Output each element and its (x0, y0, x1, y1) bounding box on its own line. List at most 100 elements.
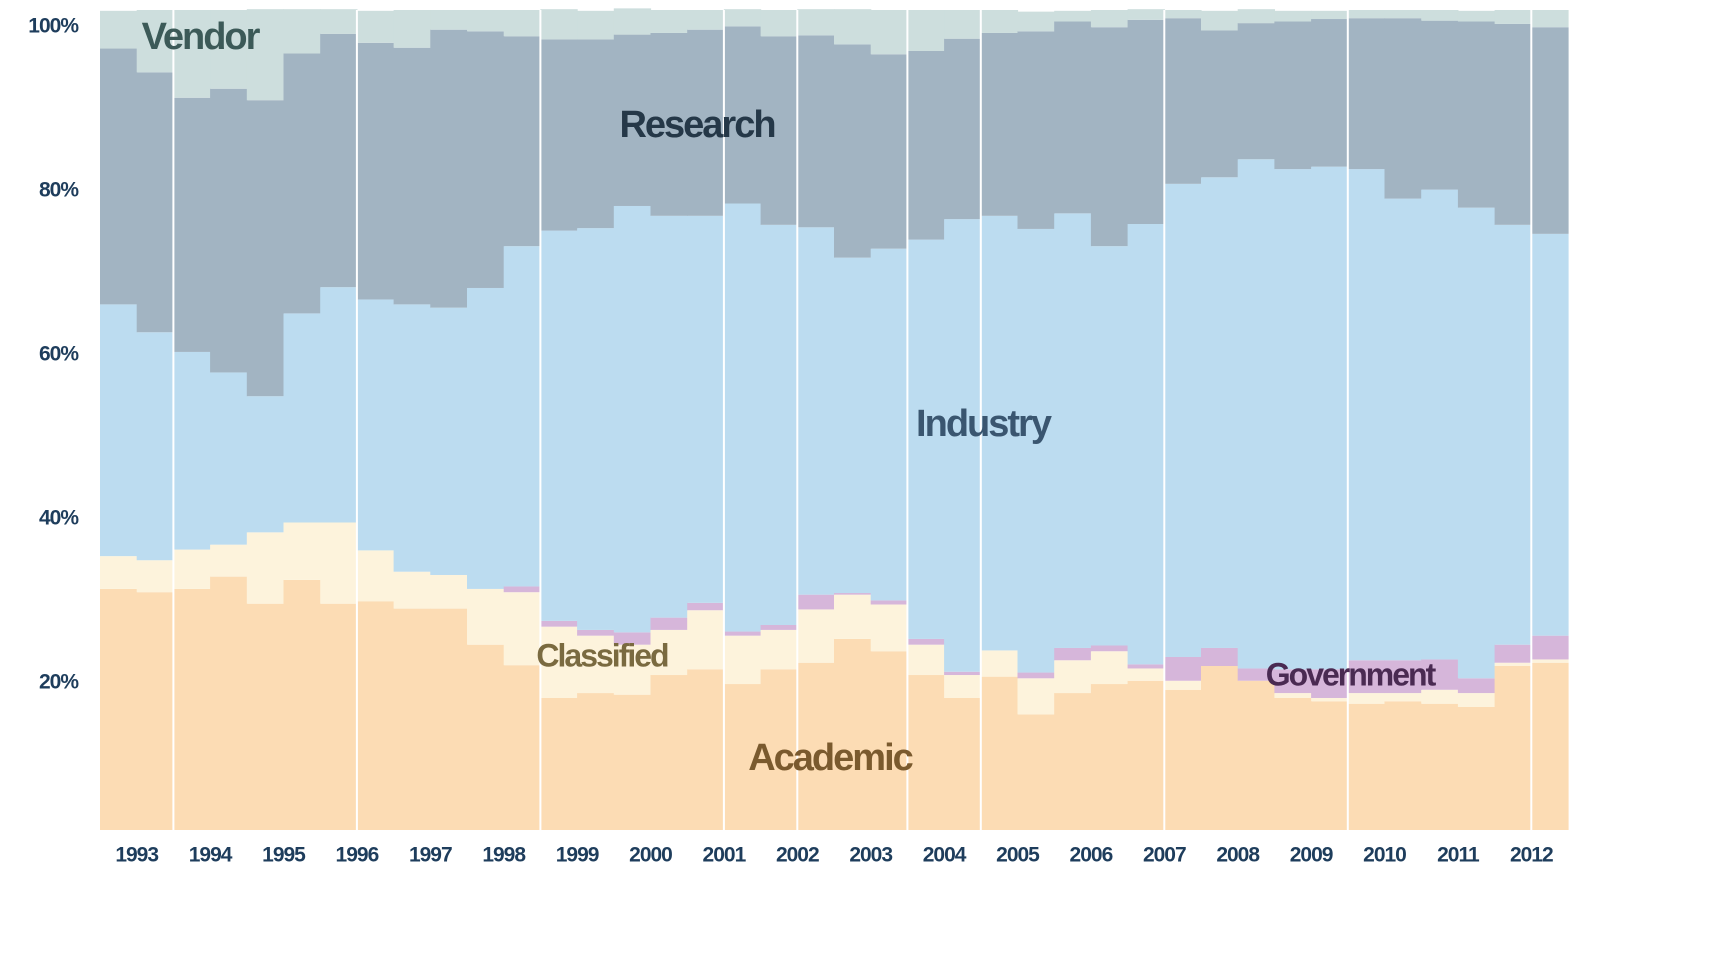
bar-segment (1494, 224, 1532, 645)
bar-segment (540, 697, 578, 830)
bar-segment (467, 588, 505, 645)
bar-segment (1054, 647, 1092, 661)
bar-segment (1531, 635, 1569, 660)
bar-segment (1127, 19, 1165, 225)
bar-segment (1421, 10, 1459, 21)
bar-segment (1054, 213, 1092, 648)
x-tick-label: 2007 (1143, 844, 1186, 867)
x-tick-label: 2005 (996, 844, 1040, 867)
x-tick-label: 1998 (482, 844, 526, 867)
bar-segment (613, 632, 652, 645)
bar-segment (577, 10, 615, 40)
x-tick-label: 2011 (1437, 844, 1480, 867)
series-label: Academic (748, 737, 913, 779)
bar-segment (1201, 647, 1239, 666)
bar-segment (356, 550, 395, 602)
bar-segment (246, 532, 285, 604)
bar-segment (797, 609, 835, 663)
bar-segment (1054, 660, 1092, 694)
bar-segment (907, 638, 945, 645)
bar-segment (907, 675, 945, 830)
bar-segment (210, 576, 248, 830)
bar-segment (320, 603, 358, 830)
bar-segment (136, 332, 174, 561)
bar-segment (687, 610, 725, 670)
bar-segment (944, 10, 982, 39)
bar-segment (1347, 693, 1386, 704)
bar-segment (650, 629, 688, 676)
bar-segment (503, 246, 541, 587)
bar-segment (1457, 21, 1496, 208)
bar-segment (1421, 689, 1459, 704)
bar-segment (1494, 10, 1532, 24)
bar-segment (1164, 10, 1202, 19)
bar-segment (944, 38, 982, 220)
bar-segment (467, 31, 505, 288)
bar-segment (760, 669, 798, 830)
bar-segment (1164, 183, 1202, 657)
bar-segment (320, 33, 358, 288)
bar-segment (1090, 246, 1129, 646)
bar-segment (723, 631, 762, 636)
bar-segment (687, 602, 725, 611)
bar-segment (834, 44, 872, 258)
bar-segment (1384, 660, 1422, 694)
bar-segment (1457, 207, 1496, 679)
bar-segment (1017, 672, 1055, 679)
bar-segment (1127, 680, 1165, 830)
bar-segment (1164, 18, 1202, 184)
bar-segment (1274, 21, 1312, 170)
bar-segment (1421, 189, 1459, 660)
bar-segment (870, 651, 908, 830)
bar-segment (356, 42, 395, 300)
bar-segment (613, 694, 652, 830)
x-tick-label: 2009 (1290, 844, 1333, 867)
bar-segment (173, 588, 211, 830)
bar-segment (430, 307, 468, 575)
bar-segment (283, 53, 321, 314)
x-tick-label: 1993 (115, 844, 158, 867)
bar-segment (283, 9, 321, 54)
bar-segment (320, 9, 358, 34)
bar-segment (577, 635, 615, 694)
bar-segment (503, 592, 541, 666)
bar-segment (1274, 693, 1312, 698)
bar-segment (723, 684, 762, 830)
bar-segment (834, 638, 872, 830)
bar-segment (1090, 684, 1129, 830)
bar-segment (1237, 668, 1275, 681)
bar-segment (467, 287, 505, 589)
bar-segment (907, 239, 945, 639)
bar-segment (834, 594, 872, 639)
bar-segment (613, 644, 652, 695)
x-tick-label: 2003 (849, 844, 892, 867)
bar-segment (1347, 10, 1386, 19)
bar-segment (1090, 27, 1129, 247)
bar-segment (100, 556, 138, 589)
x-tick-label: 2000 (629, 844, 672, 867)
bar-segment (246, 9, 285, 101)
bar-segment (136, 72, 174, 333)
bar-segment (540, 9, 578, 40)
bar-segment (320, 287, 358, 523)
bar-segment (870, 10, 908, 55)
bar-segment (1274, 669, 1312, 694)
bar-segment (246, 100, 285, 397)
bar-segment (980, 32, 1019, 216)
series-label: Government (1266, 656, 1437, 692)
bar-segment (1384, 10, 1422, 19)
bar-segment (760, 36, 798, 225)
bar-segment (393, 608, 431, 830)
bar-segment (503, 586, 541, 593)
bar-segment (1457, 693, 1496, 707)
bar-segment (1017, 678, 1055, 715)
bar-segment (1237, 159, 1275, 669)
bar-segment (1237, 9, 1275, 24)
bar-segment (1347, 703, 1386, 830)
bar-segment (870, 600, 908, 605)
bar-segment (356, 299, 395, 551)
series-label: Vendor (142, 16, 261, 58)
bar-segment (1237, 680, 1275, 830)
bar-segment (1274, 169, 1312, 670)
